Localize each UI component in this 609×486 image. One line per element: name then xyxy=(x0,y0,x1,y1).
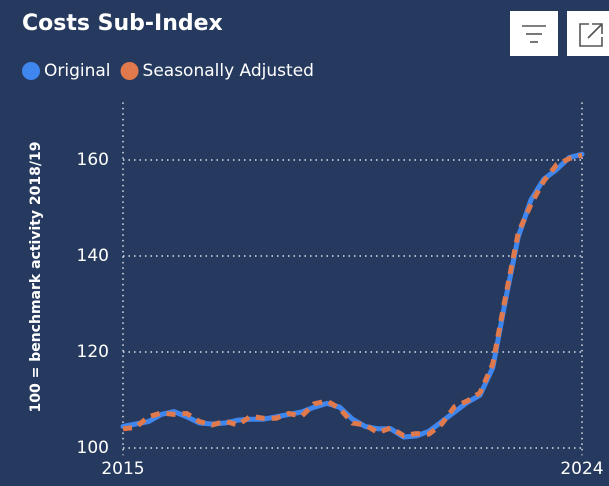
x-tick-label: 2015 xyxy=(101,459,144,479)
legend-label: Original xyxy=(44,61,111,81)
legend-label: Seasonally Adjusted xyxy=(143,61,314,81)
legend-swatch xyxy=(22,62,40,80)
y-tick-label: 140 xyxy=(77,246,109,266)
x-tick-label: 2024 xyxy=(560,459,603,479)
series-line xyxy=(120,151,585,440)
expand-button[interactable] xyxy=(567,11,609,56)
legend-swatch xyxy=(120,62,139,80)
y-tick-label: 160 xyxy=(77,150,109,170)
y-tick-label: 120 xyxy=(77,342,109,362)
y-tick-label: 100 xyxy=(77,438,109,458)
y-axis-label: 100 = benchmark activity 2018/19 xyxy=(28,142,44,413)
expand-icon xyxy=(579,23,603,47)
series-line xyxy=(122,152,583,439)
filter-button[interactable] xyxy=(510,11,558,56)
chart-title: Costs Sub-Index xyxy=(22,11,223,36)
